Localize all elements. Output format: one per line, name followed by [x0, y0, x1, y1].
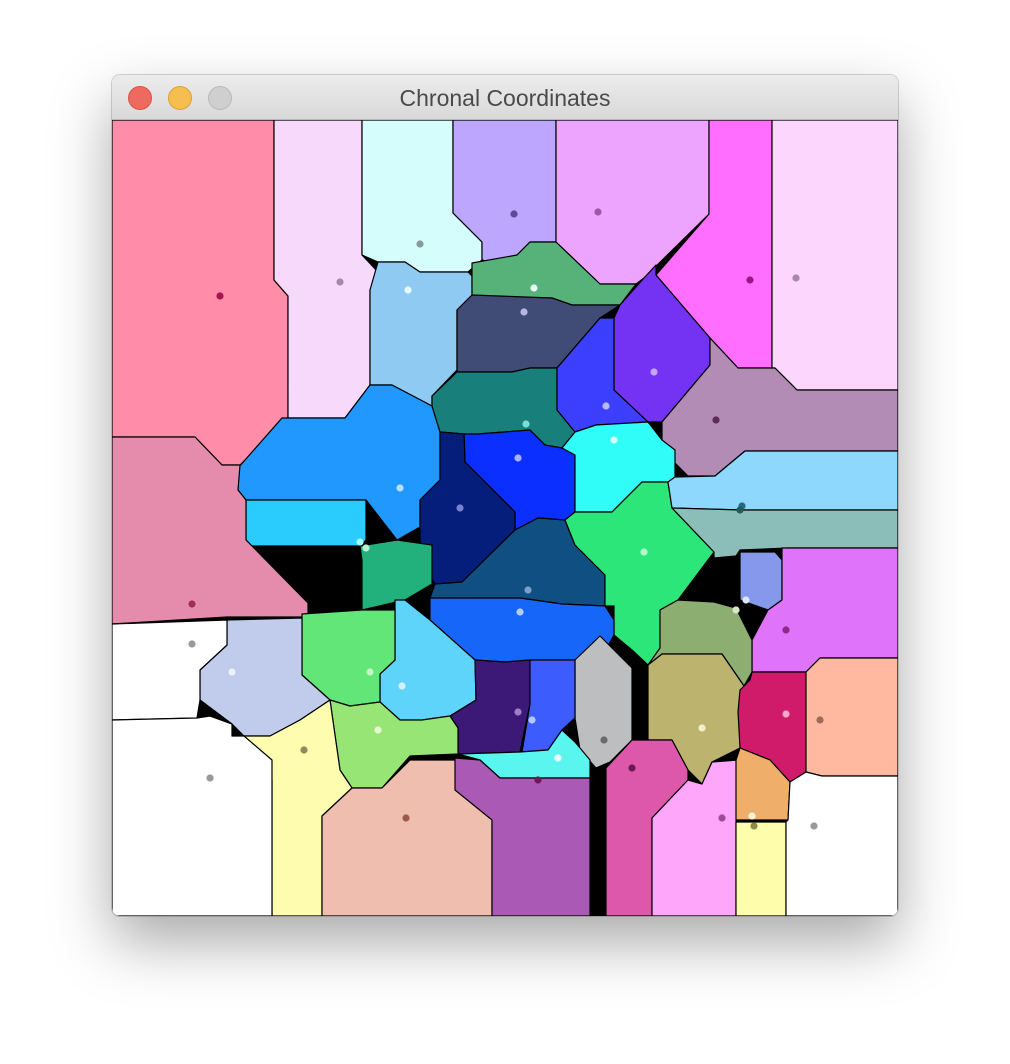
- site-point: [362, 544, 370, 552]
- site-point: [336, 278, 344, 286]
- site-point: [522, 420, 530, 428]
- site-point: [782, 710, 790, 718]
- region: [245, 499, 367, 547]
- site-point: [816, 716, 824, 724]
- voronoi-canvas: [112, 120, 898, 916]
- site-point: [528, 716, 536, 724]
- site-point: [628, 764, 636, 772]
- site-point: [516, 608, 524, 616]
- region: [112, 120, 289, 466]
- site-point: [404, 286, 412, 294]
- site-point: [366, 668, 374, 676]
- region: [112, 436, 309, 625]
- site-point: [792, 274, 800, 282]
- site-point: [748, 812, 756, 820]
- site-point: [736, 506, 744, 514]
- site-point: [396, 484, 404, 492]
- site-point: [712, 416, 720, 424]
- site-point: [594, 208, 602, 216]
- site-point: [746, 276, 754, 284]
- site-point: [554, 754, 562, 762]
- close-button[interactable]: [128, 86, 152, 110]
- site-point: [520, 308, 528, 316]
- site-point: [206, 774, 214, 782]
- site-point: [524, 586, 532, 594]
- site-point: [416, 240, 424, 248]
- site-point: [698, 724, 706, 732]
- site-point: [398, 682, 406, 690]
- window-title: Chronal Coordinates: [399, 85, 611, 111]
- site-point: [456, 504, 464, 512]
- region: [647, 599, 753, 687]
- region: [671, 507, 898, 559]
- site-point: [650, 368, 658, 376]
- site-point: [640, 548, 648, 556]
- app-window: Chronal Coordinates: [112, 75, 898, 916]
- site-point: [374, 726, 382, 734]
- region: [605, 739, 689, 916]
- site-point: [188, 640, 196, 648]
- site-points: [188, 208, 824, 830]
- site-point: [510, 210, 518, 218]
- site-point: [356, 538, 364, 546]
- site-point: [810, 822, 818, 830]
- region: [667, 450, 898, 511]
- site-point: [750, 822, 758, 830]
- region: [359, 539, 433, 611]
- site-point: [300, 746, 308, 754]
- minimize-button[interactable]: [168, 86, 192, 110]
- site-point: [742, 596, 750, 604]
- site-point: [514, 708, 522, 716]
- region: [771, 120, 898, 391]
- zoom-button[interactable]: [208, 86, 232, 110]
- site-point: [530, 284, 538, 292]
- site-point: [402, 814, 410, 822]
- site-point: [600, 736, 608, 744]
- site-point: [610, 436, 618, 444]
- site-point: [534, 776, 542, 784]
- region: [454, 757, 591, 916]
- region: [785, 771, 898, 916]
- site-point: [602, 402, 610, 410]
- site-point: [188, 600, 196, 608]
- title-bar[interactable]: Chronal Coordinates: [112, 75, 898, 120]
- site-point: [782, 626, 790, 634]
- site-point: [718, 814, 726, 822]
- site-point: [732, 606, 740, 614]
- voronoi-diagram: [112, 120, 898, 916]
- site-point: [228, 668, 236, 676]
- region: [735, 821, 787, 916]
- site-point: [216, 292, 224, 300]
- site-point: [514, 454, 522, 462]
- region: [112, 715, 273, 916]
